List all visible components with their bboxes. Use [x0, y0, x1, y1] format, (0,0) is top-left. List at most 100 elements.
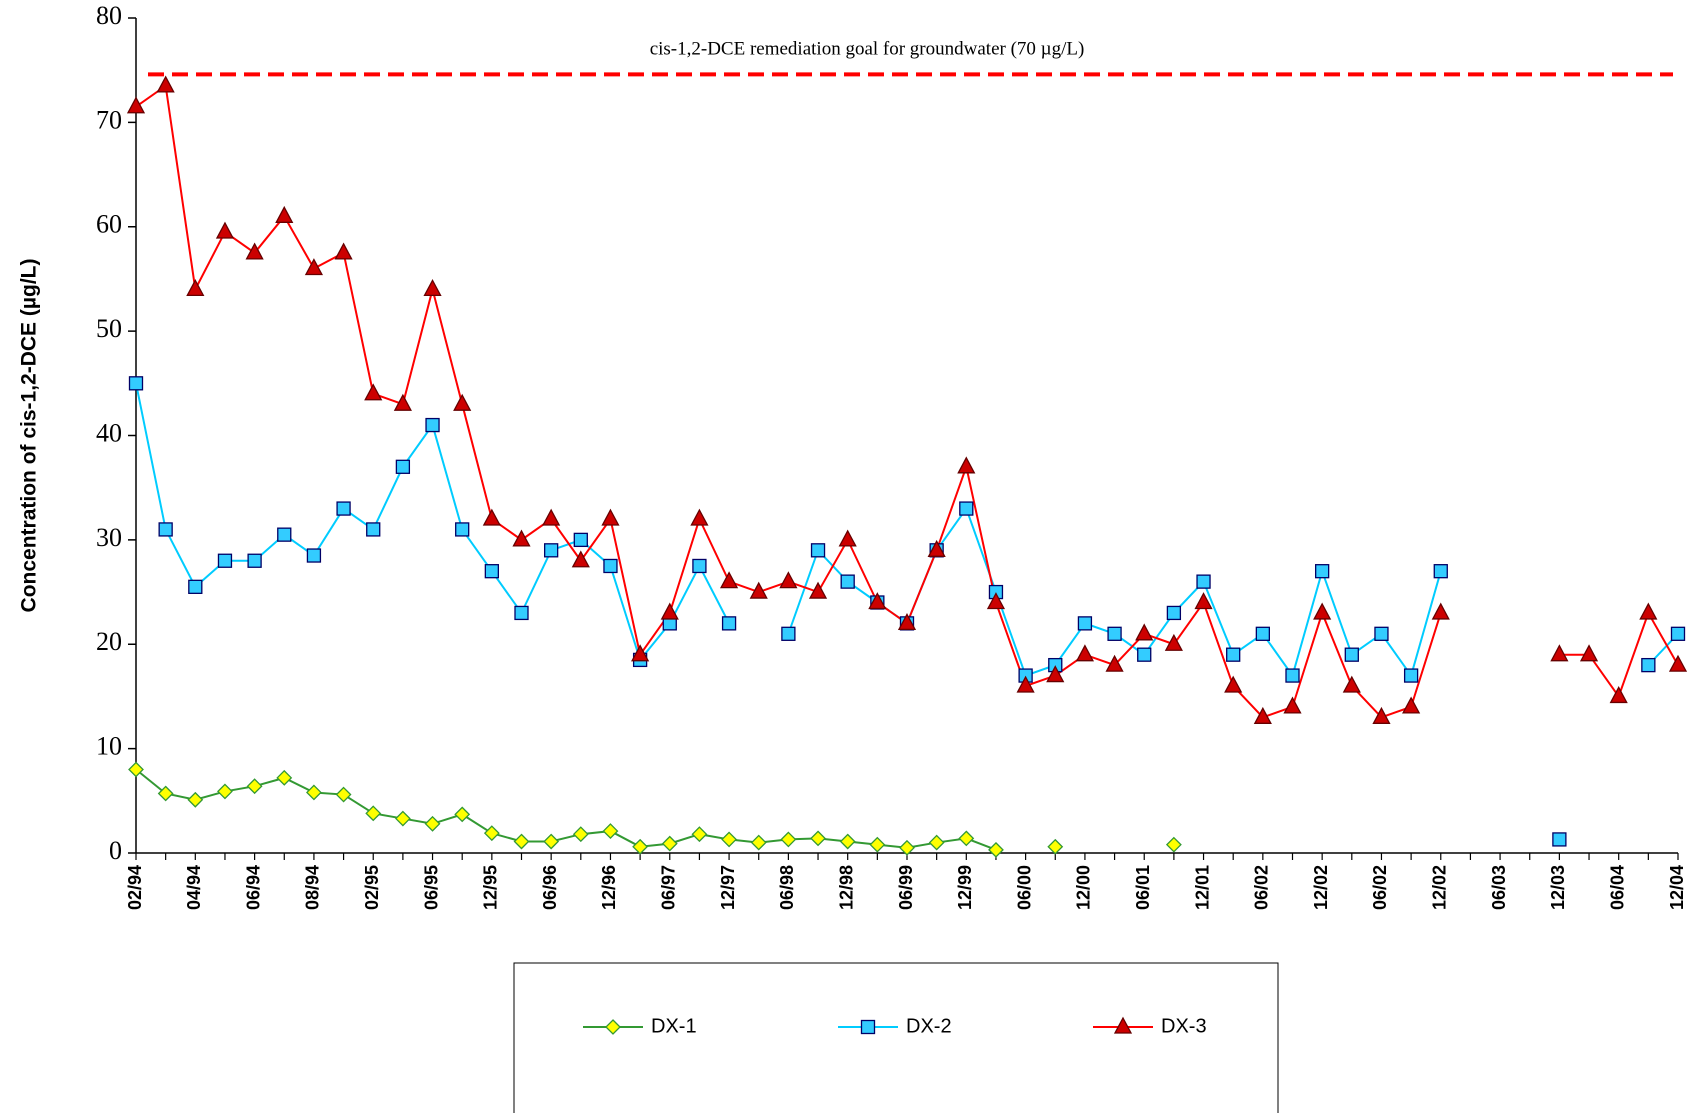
marker: [1403, 668, 1419, 683]
marker: [1226, 647, 1241, 662]
x-tick-label: 12/95: [481, 865, 501, 910]
marker: [1313, 602, 1332, 620]
x-tick-label: 06/95: [421, 865, 441, 910]
marker: [1433, 564, 1448, 579]
marker: [661, 835, 678, 852]
marker: [334, 242, 353, 260]
marker: [424, 815, 441, 832]
marker: [1164, 633, 1183, 651]
marker: [277, 527, 292, 542]
marker: [306, 784, 322, 801]
marker: [840, 574, 855, 589]
marker: [690, 508, 709, 526]
marker: [306, 548, 322, 563]
x-tick-label: 12/96: [599, 865, 619, 910]
marker: [186, 278, 205, 297]
marker: [927, 539, 946, 557]
marker: [1550, 644, 1569, 662]
marker: [860, 1019, 876, 1035]
marker: [393, 393, 412, 411]
x-tick-label: 12/97: [718, 865, 738, 910]
marker: [1344, 647, 1359, 662]
marker: [1047, 838, 1064, 855]
marker: [897, 612, 917, 631]
marker: [986, 592, 1006, 610]
marker: [188, 579, 203, 594]
marker: [1107, 626, 1122, 641]
marker: [691, 826, 708, 843]
y-tick-label: 80: [96, 1, 122, 30]
marker: [513, 833, 530, 850]
marker: [1670, 626, 1686, 641]
marker: [573, 532, 588, 548]
marker: [899, 839, 915, 856]
marker: [482, 508, 501, 526]
marker: [603, 558, 618, 574]
marker: [335, 786, 352, 803]
marker: [304, 258, 324, 276]
marker: [512, 529, 531, 547]
marker: [1255, 626, 1270, 641]
marker: [128, 761, 144, 778]
marker: [1402, 696, 1421, 714]
marker: [1315, 564, 1330, 579]
marker: [1285, 668, 1300, 683]
marker: [215, 221, 235, 239]
marker: [721, 616, 737, 631]
marker: [455, 522, 470, 537]
y-tick-label: 30: [96, 523, 122, 552]
marker: [366, 522, 381, 537]
x-tick-label: 12/01: [1192, 865, 1212, 910]
x-tick-label: 12/02: [1311, 865, 1331, 910]
marker: [158, 522, 173, 537]
x-tick-label: 06/01: [1133, 865, 1153, 910]
legend-label: DX-2: [906, 1015, 952, 1037]
y-tick-label: 10: [96, 732, 122, 761]
x-tick-label: 08/94: [303, 865, 323, 910]
marker: [483, 825, 500, 842]
x-tick-label: 12/04: [1667, 865, 1687, 910]
marker: [1641, 657, 1656, 673]
marker: [1639, 602, 1658, 620]
marker: [246, 778, 263, 795]
marker: [959, 501, 974, 516]
legend-box: [513, 962, 1279, 1113]
marker: [1283, 696, 1302, 714]
x-tick-label: 06/99: [896, 865, 916, 910]
marker: [364, 383, 383, 401]
marker: [1579, 644, 1599, 662]
series-line: [136, 770, 1174, 850]
marker: [1077, 616, 1093, 631]
x-tick-label: 12/00: [1074, 865, 1094, 910]
marker: [514, 605, 529, 621]
y-tick-label: 70: [96, 105, 122, 134]
marker: [779, 571, 798, 589]
marker: [780, 831, 797, 848]
marker: [1431, 602, 1450, 620]
marker: [1196, 574, 1211, 589]
y-tick-label: 60: [96, 210, 122, 239]
marker: [1668, 654, 1688, 672]
y-axis-title: Concentration of cis-1,2-DCE (µg/L): [18, 259, 41, 613]
marker: [692, 558, 707, 574]
marker: [126, 96, 146, 114]
marker: [484, 564, 499, 579]
marker: [336, 501, 351, 516]
marker: [217, 553, 233, 568]
marker: [1113, 1016, 1133, 1034]
marker: [1609, 686, 1628, 704]
x-tick-label: 06/03: [1489, 865, 1509, 910]
marker: [128, 376, 144, 391]
marker: [1166, 605, 1182, 621]
x-tick-label: 12/98: [836, 865, 856, 910]
marker: [1552, 832, 1567, 847]
legend-label: DX-1: [651, 1015, 697, 1037]
marker: [543, 833, 560, 850]
marker: [157, 785, 174, 802]
marker: [719, 571, 739, 589]
marker: [217, 783, 233, 800]
x-tick-label: 12/99: [955, 865, 975, 910]
marker: [632, 838, 649, 855]
